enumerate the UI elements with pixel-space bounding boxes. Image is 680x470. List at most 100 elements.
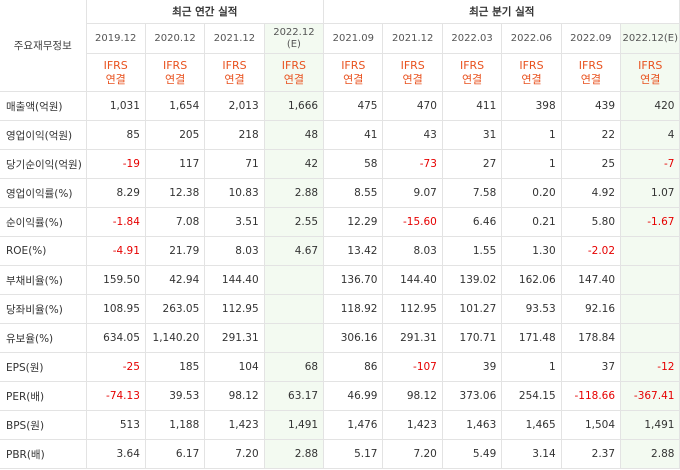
basis-header: IFRS 연결 bbox=[441, 53, 503, 92]
data-row: 매출액(억원) 1,031 1,654 2,013 1,666 475 470 411 398 4… bbox=[0, 91, 680, 121]
period: 2019.12 bbox=[95, 32, 137, 44]
value-cell: 1 bbox=[501, 149, 562, 179]
period: 2021.09 bbox=[332, 32, 374, 44]
value-cell: -118.66 bbox=[560, 381, 622, 411]
value-cell: -25 bbox=[85, 352, 146, 382]
row-label: 당기순이익(억원) bbox=[0, 149, 87, 179]
value-cell: 475 bbox=[323, 91, 384, 121]
data-row: EPS(원) -25 185 104 68 86 -107 39 1 37 -12 bbox=[0, 352, 680, 382]
basis: IFRS bbox=[400, 58, 425, 72]
value-cell: 470 bbox=[382, 91, 443, 121]
scope: 연결 bbox=[461, 72, 483, 86]
period-header: 2021.12 bbox=[204, 23, 265, 54]
value-cell: 291.31 bbox=[382, 323, 443, 353]
value-cell: 46.99 bbox=[323, 381, 384, 411]
value-cell: 178.84 bbox=[560, 323, 622, 353]
value-cell: -15.60 bbox=[382, 207, 443, 237]
value-cell: 3.14 bbox=[501, 439, 562, 469]
value-cell: 8.03 bbox=[382, 236, 443, 266]
value-cell: 43 bbox=[382, 120, 443, 150]
scope: 연결 bbox=[283, 72, 304, 86]
scope: 연결 bbox=[640, 72, 661, 86]
value-cell bbox=[620, 294, 680, 324]
value-cell: 6.46 bbox=[441, 207, 503, 237]
value-cell bbox=[263, 265, 325, 295]
value-cell: -2.02 bbox=[560, 236, 622, 266]
period-header: 2020.12 bbox=[144, 23, 206, 54]
value-cell: -1.67 bbox=[620, 207, 680, 237]
period-header: 2021.09 bbox=[323, 23, 384, 54]
corner-header: 주요재무정보 bbox=[0, 0, 87, 92]
basis: IFRS bbox=[281, 58, 306, 72]
value-cell: 263.05 bbox=[144, 294, 206, 324]
value-cell: 104 bbox=[204, 352, 265, 382]
value-cell: 398 bbox=[501, 91, 562, 121]
value-cell: 22 bbox=[560, 120, 622, 150]
data-row: ROE(%) -4.91 21.79 8.03 4.67 13.42 8.03 1.55 1.3… bbox=[0, 236, 680, 266]
value-cell: 12.29 bbox=[323, 207, 384, 237]
period: 2021.12 bbox=[213, 32, 256, 44]
value-cell: 306.16 bbox=[323, 323, 384, 353]
row-label: 유보율(%) bbox=[0, 323, 87, 353]
basis: IFRS bbox=[162, 58, 188, 72]
value-cell: 1 bbox=[501, 120, 562, 150]
scope: 연결 bbox=[164, 72, 186, 86]
period: 2022.12 bbox=[622, 32, 664, 44]
basis: IFRS bbox=[222, 58, 247, 72]
value-cell: 1,423 bbox=[204, 410, 265, 440]
data-row: 당기순이익(억원) -19 117 71 42 58 -73 27 1 25 -7 bbox=[0, 149, 680, 179]
value-cell: 13.42 bbox=[323, 236, 384, 266]
period-header: 2022.12(E) bbox=[620, 23, 680, 54]
value-cell: 8.03 bbox=[204, 236, 265, 266]
value-cell: -73 bbox=[382, 149, 443, 179]
row-label: ROE(%) bbox=[0, 236, 87, 266]
value-cell: 63.17 bbox=[263, 381, 325, 411]
value-cell: -1.84 bbox=[85, 207, 146, 237]
scope: 연결 bbox=[343, 72, 364, 86]
value-cell: 39.53 bbox=[144, 381, 206, 411]
value-cell: -12 bbox=[620, 352, 680, 382]
value-cell: 373.06 bbox=[441, 381, 503, 411]
value-cell: 1,666 bbox=[263, 91, 325, 121]
data-row: PER(배) -74.13 39.53 98.12 63.17 46.99 98.12 373… bbox=[0, 381, 680, 411]
value-cell: 1 bbox=[501, 352, 562, 382]
data-row: BPS(원) 513 1,188 1,423 1,491 1,476 1,423 1,463 1… bbox=[0, 410, 680, 440]
value-cell: 2,013 bbox=[204, 91, 265, 121]
basis: IFRS bbox=[578, 58, 603, 72]
value-cell: 21.79 bbox=[144, 236, 206, 266]
value-cell: 31 bbox=[441, 120, 503, 150]
value-cell: 68 bbox=[263, 352, 325, 382]
basis-row: IFRS 연결 IFRS 연결 IFRS 연결 IFRS 연결 IFRS 연결 IFRS 연결 IFRS… bbox=[0, 53, 680, 92]
estimate-mark: (E) bbox=[286, 38, 301, 50]
value-cell: 7.20 bbox=[204, 439, 265, 469]
value-cell: 41 bbox=[323, 120, 384, 150]
value-cell: 634.05 bbox=[85, 323, 146, 353]
basis: IFRS bbox=[638, 58, 663, 72]
value-cell: 1,140.20 bbox=[144, 323, 206, 353]
row-label: 부채비율(%) bbox=[0, 265, 87, 295]
value-cell: 42.94 bbox=[144, 265, 206, 295]
value-cell: 101.27 bbox=[441, 294, 503, 324]
value-cell: 411 bbox=[441, 91, 503, 121]
value-cell: 439 bbox=[560, 91, 622, 121]
value-cell: 1.07 bbox=[620, 178, 680, 208]
group-header: 최근 연간 실적 bbox=[85, 0, 325, 24]
value-cell: 58 bbox=[323, 149, 384, 179]
value-cell: 205 bbox=[144, 120, 206, 150]
period-header: 2022.12(E) bbox=[263, 23, 325, 54]
value-cell: 112.95 bbox=[382, 294, 443, 324]
value-cell: 218 bbox=[204, 120, 265, 150]
period-row: 2019.12 2020.12 2021.12 2022.12 (E) 2021.09 20… bbox=[0, 23, 680, 54]
basis-header: IFRS 연결 bbox=[382, 53, 443, 92]
basis-header: IFRS 연결 bbox=[204, 53, 265, 92]
row-label: 매출액(억원) bbox=[0, 91, 87, 121]
value-cell: 144.40 bbox=[382, 265, 443, 295]
value-cell: 98.12 bbox=[382, 381, 443, 411]
value-cell: 1,465 bbox=[501, 410, 562, 440]
value-cell: 420 bbox=[620, 91, 680, 121]
value-cell: 118.92 bbox=[323, 294, 384, 324]
row-label: 영업이익(억원) bbox=[0, 120, 87, 150]
value-cell: 3.51 bbox=[204, 207, 265, 237]
period: 2020.12 bbox=[154, 32, 196, 44]
